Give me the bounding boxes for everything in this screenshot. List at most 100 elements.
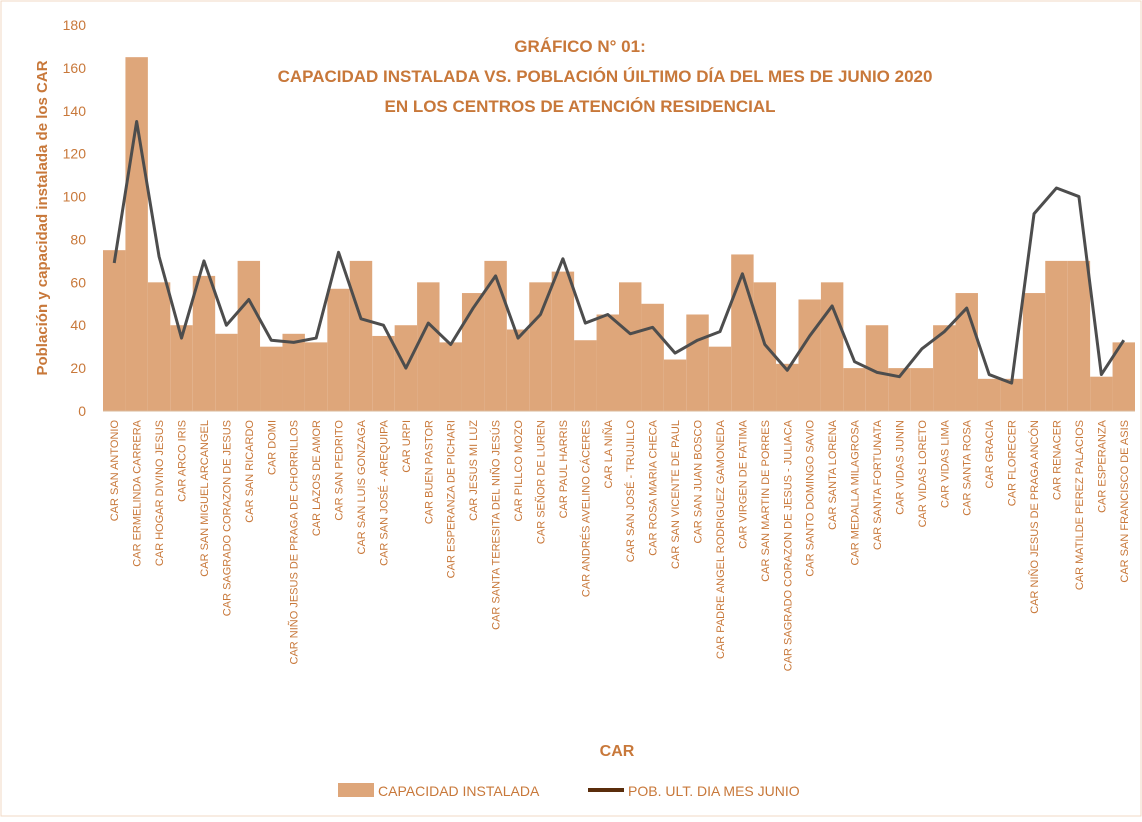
x-tick-label: CAR LAZOS DE AMOR xyxy=(311,420,323,536)
x-tick-label: CAR SANTA LORENA xyxy=(827,419,839,529)
legend-swatch xyxy=(338,783,374,797)
x-tick-label: CAR SANTA TERESITA DEL NIÑO JESÚS xyxy=(490,420,503,630)
bar xyxy=(708,346,732,411)
x-tick-label: CAR PILLCO MOZO xyxy=(513,420,525,522)
bar xyxy=(147,282,171,411)
bar xyxy=(776,363,799,411)
bar xyxy=(910,368,934,411)
bar xyxy=(192,275,216,411)
x-tick-label: CAR VIRGEN DE FATIMA xyxy=(737,419,749,548)
bar xyxy=(843,368,866,411)
x-tick-label: CAR HOGAR DIVINO JESUS xyxy=(154,420,166,566)
bar xyxy=(215,333,238,411)
x-tick-label: CAR SANTO DOMINGO SAVIO xyxy=(805,420,817,577)
x-tick-label: CAR LA NIÑA xyxy=(602,419,615,488)
y-axis-title: Población y capacidad instalada de los C… xyxy=(34,60,51,375)
bar xyxy=(417,282,440,411)
bar xyxy=(260,346,283,411)
x-tick-label: CAR ESPERANZA DE PICHARI xyxy=(446,420,458,578)
y-tick-label: 180 xyxy=(63,17,87,33)
x-tick-label: CAR SAN VICENTE DE PAUL xyxy=(670,420,682,569)
x-tick-label: CAR VIDAS LORETO xyxy=(917,420,929,528)
x-tick-label: CAR SANTA ROSA xyxy=(962,419,974,515)
x-tick-label: CAR PAUL HARRIS xyxy=(558,420,570,518)
bar xyxy=(933,325,956,411)
bar xyxy=(820,282,844,411)
x-tick-label: CAR ARCO IRIS xyxy=(177,420,189,502)
bar xyxy=(1000,378,1023,411)
x-tick-label: CAR SAN LUIS GONZAGA xyxy=(356,419,368,554)
x-tick-label: CAR JESUS MI LUZ xyxy=(468,420,480,521)
legend-label: POB. ULT. DIA MES JUNIO xyxy=(628,783,800,799)
y-tick-label: 80 xyxy=(70,231,86,247)
bar xyxy=(641,303,664,411)
x-tick-label: CAR RENACER xyxy=(1051,420,1063,500)
bar xyxy=(1022,293,1046,411)
bar xyxy=(282,333,305,411)
bar xyxy=(484,260,507,411)
x-tick-label: CAR SAN FRANCISCO DE ASIS xyxy=(1119,420,1131,583)
bar xyxy=(461,293,485,411)
title-line: GRÁFICO N° 01: xyxy=(514,37,645,56)
x-tick-label: CAR VIDAS LIMA xyxy=(939,419,951,508)
bar xyxy=(506,329,530,411)
x-tick-label: CAR NIÑO JESUS DE PRAGA DE CHORRILLOS xyxy=(288,420,301,665)
bar xyxy=(798,299,821,411)
bar xyxy=(327,288,350,411)
x-tick-label: CAR SAN RICARDO xyxy=(244,420,256,523)
bar xyxy=(1112,342,1135,411)
bar xyxy=(619,282,642,411)
x-tick-label: CAR ROSA MARIA CHECA xyxy=(648,419,660,555)
bar xyxy=(888,368,911,411)
legend-label: CAPACIDAD INSTALADA xyxy=(378,783,540,799)
bar xyxy=(439,342,462,411)
x-tick-label: CAR VIDAS JUNIN xyxy=(894,420,906,515)
x-tick-label: CAR ESPERANZA xyxy=(1096,419,1108,513)
x-tick-label: CAR GRACIA xyxy=(984,419,996,488)
y-tick-label: 140 xyxy=(63,103,87,119)
y-tick-label: 60 xyxy=(70,274,86,290)
y-tick-label: 160 xyxy=(63,60,87,76)
x-tick-label: CAR SAN MIGUEL ARCANGEL xyxy=(199,420,211,577)
x-tick-label: CAR ANDRÉS AVELINO CÁCERES xyxy=(579,420,592,597)
x-axis-title: CAR xyxy=(600,743,635,760)
x-tick-label: CAR SEÑOR DE LUREN xyxy=(534,420,547,544)
bar xyxy=(529,282,552,411)
line xyxy=(112,120,1126,385)
y-tick-label: 40 xyxy=(70,317,86,333)
x-tick-label: CAR SAN JUAN BOSCO xyxy=(693,420,705,544)
bar xyxy=(304,342,328,411)
bar xyxy=(663,359,687,411)
x-tick-label: CAR SAN JOSÉ - AREQUIPA xyxy=(377,419,390,566)
x-tick-label: CAR MATILDE PEREZ PALACIOS xyxy=(1074,420,1086,590)
x-tick-label: CAR SAN MARTIN DE PORRES xyxy=(760,420,772,582)
bar xyxy=(865,325,889,411)
bar xyxy=(596,314,619,411)
y-tick-label: 100 xyxy=(63,189,87,205)
x-tick-label: CAR SAGRADO CORAZON DE JESUS xyxy=(221,420,233,616)
y-tick-label: 20 xyxy=(70,360,86,376)
x-tick-label: CAR SAN ANTONIO xyxy=(109,420,121,522)
x-tick-label: CAR PADRE ANGEL RODRIGUEZ GAMONEDA xyxy=(715,419,727,659)
bar xyxy=(372,335,395,411)
bar xyxy=(1067,260,1091,411)
x-tick-label: CAR SANTA FORTUNATA xyxy=(872,419,884,550)
bar xyxy=(103,250,126,411)
bar xyxy=(1090,376,1113,411)
bar xyxy=(170,325,193,411)
x-tick-label: CAR ERMELINDA CARRERA xyxy=(132,419,144,566)
bar xyxy=(349,260,373,411)
y-tick-label: 120 xyxy=(63,146,87,162)
bar xyxy=(1045,260,1068,411)
x-tick-label: CAR NIÑO JESUS DE PRAGA ANCÓN xyxy=(1028,420,1041,614)
y-tick-label: 0 xyxy=(78,403,86,419)
x-tick-label: CAR SAGRADO CORAZON DE JESUS - JULIACA xyxy=(782,419,794,671)
x-tick-label: CAR SAN JOSÉ - TRUJILLO xyxy=(624,420,637,563)
title-line: CAPACIDAD INSTALADA VS. POBLACIÓN ÚILTIM… xyxy=(278,67,933,86)
title-line: EN LOS CENTROS DE ATENCIÓN RESIDENCIAL xyxy=(384,97,775,116)
bar xyxy=(237,260,261,411)
x-tick-label: CAR FLORECER xyxy=(1007,420,1019,506)
x-tick-label: CAR BUEN PASTOR xyxy=(423,420,435,524)
